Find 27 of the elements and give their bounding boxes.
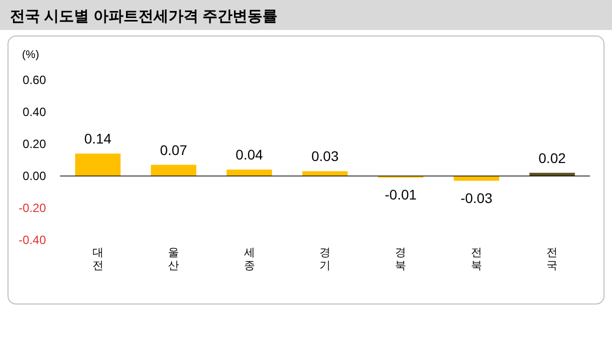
data-label: 0.07 bbox=[160, 142, 188, 158]
x-tick-label: 세종 bbox=[244, 247, 255, 272]
y-tick-label: 0.40 bbox=[22, 105, 46, 119]
y-tick-label: 0.60 bbox=[22, 73, 46, 87]
bar bbox=[226, 170, 272, 176]
y-tick-label: -0.40 bbox=[18, 233, 46, 247]
data-label: -0.03 bbox=[460, 190, 493, 206]
x-tick-label: 전국 bbox=[546, 247, 558, 272]
bar bbox=[150, 164, 196, 176]
y-tick-label: 0.20 bbox=[22, 137, 46, 151]
data-label: 0.03 bbox=[311, 148, 339, 164]
data-label: 0.04 bbox=[236, 146, 264, 163]
x-tick-label: 경기 bbox=[320, 247, 330, 272]
x-tick-label: 전북 bbox=[470, 247, 482, 272]
y-tick-label: 0.00 bbox=[22, 169, 46, 183]
data-label: 0.14 bbox=[84, 130, 112, 147]
bar bbox=[454, 176, 500, 181]
data-label: 0.02 bbox=[538, 150, 566, 166]
bar bbox=[302, 171, 348, 176]
data-label: -0.01 bbox=[384, 186, 417, 203]
y-axis-title: (%) bbox=[22, 49, 40, 61]
bar bbox=[75, 154, 121, 176]
y-tick-label: -0.20 bbox=[18, 201, 46, 215]
chart-title: 전국 시도별 아파트전세가격 주간변동률 bbox=[10, 8, 278, 25]
x-tick-label: 울산 bbox=[168, 247, 180, 272]
x-tick-label: 경북 bbox=[395, 247, 406, 272]
x-tick-label: 대전 bbox=[92, 247, 104, 272]
